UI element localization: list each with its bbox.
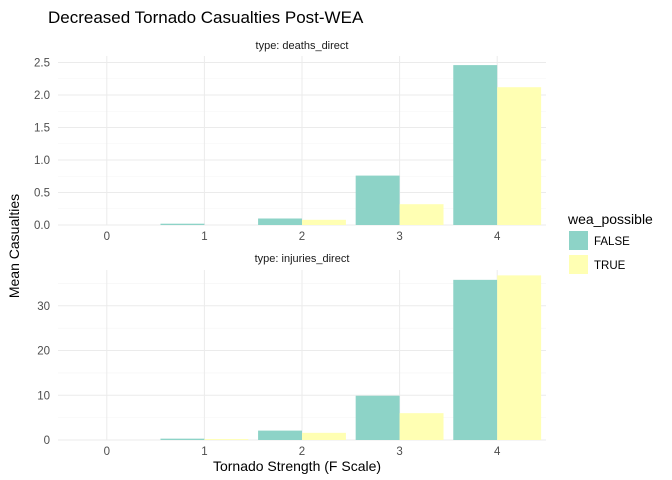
bar-true-3	[399, 413, 444, 440]
bar-false-3	[355, 395, 400, 440]
y-tick-label: 30	[37, 301, 50, 313]
x-axis-label: Tornado Strength (F Scale)	[213, 458, 381, 474]
y-axis-label: Mean Casualties	[6, 194, 22, 298]
y-tick-label: 0	[44, 435, 50, 447]
y-tick-label: 10	[37, 390, 50, 402]
facets: type: deaths_direct 0.0 0.5 1.0 1.5 2.0 2.5 0 1 2…	[34, 40, 546, 458]
bar-true-2	[302, 432, 346, 440]
x-tick-label: 0	[104, 446, 110, 458]
bar-false-4	[453, 279, 498, 440]
bar-false-1	[160, 438, 205, 440]
legend-label-true: TRUE	[594, 260, 626, 272]
legend-title: wea_possible	[567, 211, 653, 227]
y-tick-label: 1.0	[34, 155, 50, 167]
y-tick-label: 1.5	[34, 123, 50, 135]
x-tick-label: 1	[201, 231, 207, 243]
bar-true-4	[497, 275, 542, 440]
facet-strip-label: type: injuries_direct	[255, 253, 350, 265]
legend-label-false: FALSE	[594, 236, 630, 248]
facet-panel-1: type: injuries_direct 0 10 20 30 0 1 2 3 4	[37, 253, 546, 458]
bar-false-2	[258, 430, 302, 440]
legend-swatch-true	[569, 255, 588, 274]
bar-false-3	[355, 175, 400, 225]
chart-title: Decreased Tornado Casualties Post-WEA	[48, 8, 364, 27]
x-tick-label: 4	[494, 231, 501, 243]
x-tick-label: 1	[201, 446, 207, 458]
bar-true-1	[204, 439, 249, 440]
x-tick-label: 3	[396, 231, 402, 243]
x-tick-label: 4	[494, 446, 501, 458]
bar-true-2	[302, 219, 346, 225]
x-tick-label: 3	[396, 446, 402, 458]
bar-true-4	[497, 87, 542, 225]
x-tick-label: 2	[299, 231, 305, 243]
bar-false-2	[258, 218, 302, 225]
y-tick-label: 2.0	[34, 90, 50, 102]
bar-false-4	[453, 65, 498, 225]
legend: wea_possible FALSE TRUE	[567, 211, 653, 274]
bar-false-1	[160, 223, 205, 225]
y-tick-label: 0.5	[34, 188, 50, 200]
y-tick-label: 0.0	[34, 220, 50, 232]
bar-true-3	[399, 204, 444, 225]
facet-panel-0: type: deaths_direct 0.0 0.5 1.0 1.5 2.0 2.5 0 1 2…	[34, 40, 546, 243]
y-tick-label: 2.5	[34, 58, 50, 70]
x-tick-label: 2	[299, 446, 305, 458]
facet-strip-label: type: deaths_direct	[256, 40, 349, 52]
x-tick-label: 0	[104, 231, 110, 243]
legend-swatch-false	[569, 231, 588, 250]
y-tick-label: 20	[37, 346, 50, 358]
